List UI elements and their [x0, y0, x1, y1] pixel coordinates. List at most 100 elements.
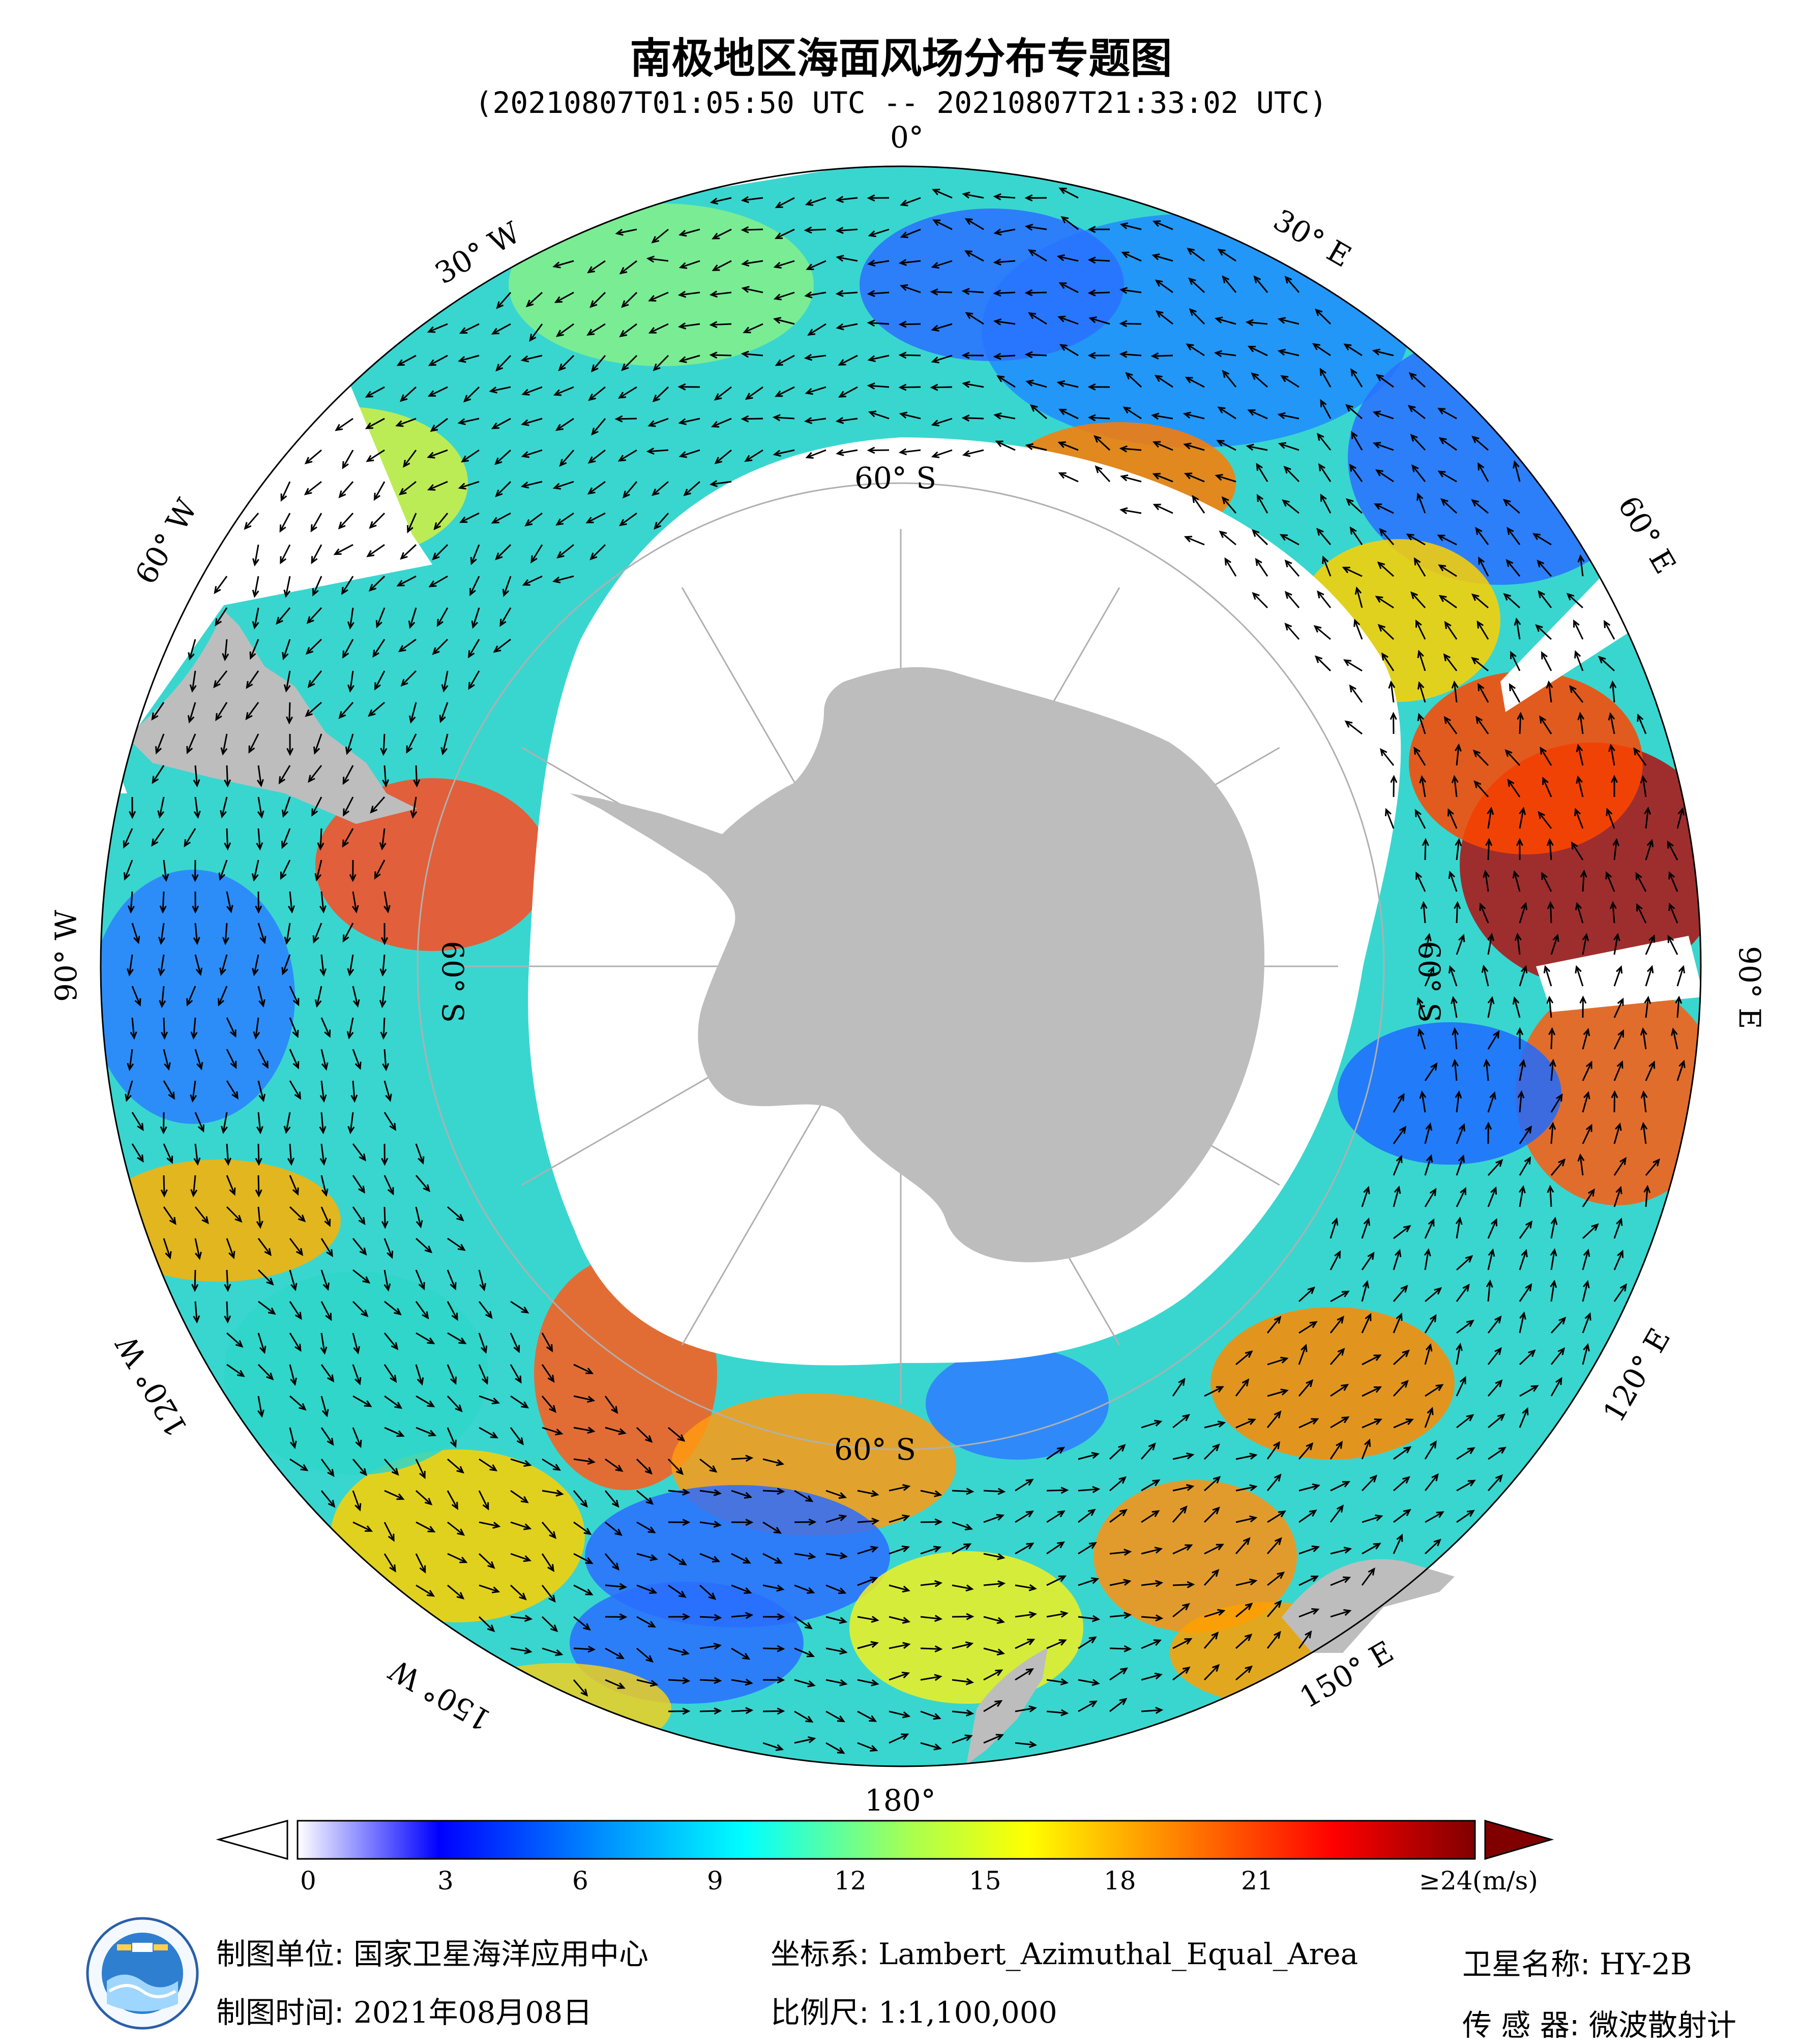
wind-arrow	[636, 1647, 654, 1663]
wind-arrow	[652, 386, 669, 402]
wind-arrow	[190, 1080, 197, 1103]
wind-arrow	[1549, 1058, 1556, 1081]
wind-arrow	[731, 1490, 753, 1499]
wind-arrow	[1519, 807, 1526, 829]
wind-arrow	[1487, 1091, 1496, 1113]
wind-arrow	[163, 1143, 173, 1164]
wind-arrow	[214, 576, 228, 595]
wind-arrow	[524, 512, 543, 527]
wind-arrow	[1384, 808, 1395, 829]
wind-arrow	[1675, 995, 1682, 1018]
production-date-label: 制图时间:	[216, 1995, 344, 2030]
wind-arrow	[1519, 1185, 1526, 1207]
wind-arrow	[478, 1332, 488, 1354]
wind-arrow	[1172, 1484, 1195, 1492]
wind-arrow	[1362, 1514, 1383, 1523]
wind-arrow	[320, 1332, 328, 1355]
wind-arrow	[496, 292, 512, 309]
wind-arrow	[1315, 308, 1332, 325]
wind-arrow	[731, 1455, 754, 1462]
wind-arrow	[604, 1553, 620, 1571]
wind-arrow	[930, 383, 953, 391]
wind-arrow	[311, 796, 322, 817]
wind-arrow	[587, 481, 606, 495]
wind-arrow	[278, 765, 291, 785]
wind-arrow	[1505, 559, 1521, 577]
wind-arrow	[1413, 746, 1426, 766]
wind-arrow	[1609, 901, 1617, 924]
wind-arrow	[1413, 557, 1426, 577]
wind-arrow	[478, 1364, 488, 1385]
wind-arrow	[731, 1707, 754, 1714]
wind-arrow	[416, 1521, 436, 1533]
wind-arrow	[711, 418, 732, 428]
wind-arrow	[573, 1395, 596, 1403]
wind-arrow	[1424, 1473, 1439, 1491]
wind-speed-patch	[926, 1348, 1109, 1460]
wind-arrow	[1509, 683, 1521, 703]
wind-arrow	[1645, 934, 1656, 955]
wind-arrow	[743, 323, 763, 334]
time-range-subtitle: (20210807T01:05:50 UTC -- 20210807T21:33…	[475, 85, 1327, 120]
wind-arrow	[762, 1707, 785, 1715]
cb-tick-9: 9	[707, 1866, 723, 1895]
wind-arrow	[1247, 346, 1268, 357]
wind-arrow	[188, 639, 196, 661]
wind-arrow	[993, 258, 1016, 266]
wind-arrow	[510, 1458, 532, 1467]
wind-arrow	[1550, 1377, 1562, 1397]
wind-arrow	[1298, 1509, 1317, 1523]
wind-arrow	[794, 1490, 814, 1502]
wind-speed-patch	[1409, 671, 1643, 854]
wind-arrow	[619, 323, 637, 338]
wind-arrow	[1393, 1249, 1402, 1270]
wind-arrow	[257, 1080, 265, 1103]
wind-arrow	[1349, 526, 1363, 545]
wind-arrow	[1640, 1090, 1648, 1113]
wind-arrow	[1456, 1187, 1466, 1207]
wind-arrow	[741, 350, 763, 358]
wind-arrow	[1151, 253, 1173, 262]
wind-arrow	[920, 1580, 943, 1587]
wind-arrow	[1613, 1186, 1622, 1207]
wind-arrow	[1517, 1090, 1525, 1113]
wind-arrow	[194, 1206, 209, 1225]
wind-arrow	[835, 289, 858, 297]
wind-arrow	[257, 1332, 267, 1354]
wind-arrow	[1456, 934, 1465, 955]
wind-arrow	[542, 1458, 561, 1471]
wind-arrow	[838, 386, 858, 398]
wind-arrow	[794, 1518, 817, 1526]
wind-arrow	[1298, 1286, 1316, 1302]
wind-arrow	[1317, 590, 1332, 608]
wind-arrow	[383, 1459, 399, 1476]
wind-arrow	[521, 418, 543, 426]
wind-arrow	[257, 1269, 274, 1286]
wind-arrow	[1582, 1028, 1590, 1050]
wind-arrow	[619, 260, 637, 275]
wind-arrow	[712, 260, 732, 271]
wind-arrow	[447, 1269, 457, 1291]
wind-arrow	[213, 670, 228, 689]
wind-arrow	[952, 1734, 973, 1744]
wind-arrow	[961, 288, 984, 295]
wind-arrow	[1141, 1639, 1162, 1649]
wind-arrow	[898, 448, 921, 456]
wind-arrow	[1582, 1188, 1595, 1207]
wind-arrow	[1109, 1667, 1128, 1681]
wind-arrow	[556, 544, 574, 559]
wind-arrow	[221, 1112, 228, 1134]
wind-arrow	[678, 354, 700, 363]
wind-arrow	[1203, 1443, 1220, 1460]
wind-arrow	[407, 513, 417, 534]
wind-arrow	[1605, 871, 1615, 892]
wind-arrow	[314, 860, 322, 882]
wind-arrow	[1424, 1314, 1437, 1334]
wind-arrow	[396, 575, 417, 586]
wind-arrow	[1519, 1156, 1531, 1176]
wind-arrow	[1640, 775, 1647, 797]
wind-arrow	[1024, 351, 1047, 359]
wind-arrow	[415, 1364, 424, 1386]
wind-arrow	[312, 923, 322, 944]
wind-arrow	[1393, 1154, 1403, 1176]
